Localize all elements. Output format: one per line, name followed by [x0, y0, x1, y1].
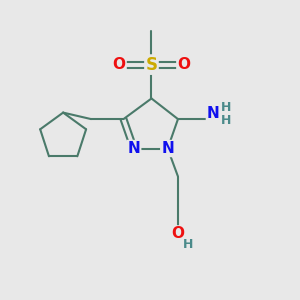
Text: O: O — [112, 57, 126, 72]
Text: N: N — [128, 141, 140, 156]
Text: O: O — [177, 57, 190, 72]
Text: H: H — [220, 101, 231, 114]
Text: N: N — [207, 106, 220, 121]
Text: O: O — [172, 226, 184, 242]
Text: S: S — [146, 56, 158, 74]
Text: N: N — [161, 141, 174, 156]
Text: H: H — [183, 238, 194, 251]
Text: H: H — [220, 114, 231, 127]
